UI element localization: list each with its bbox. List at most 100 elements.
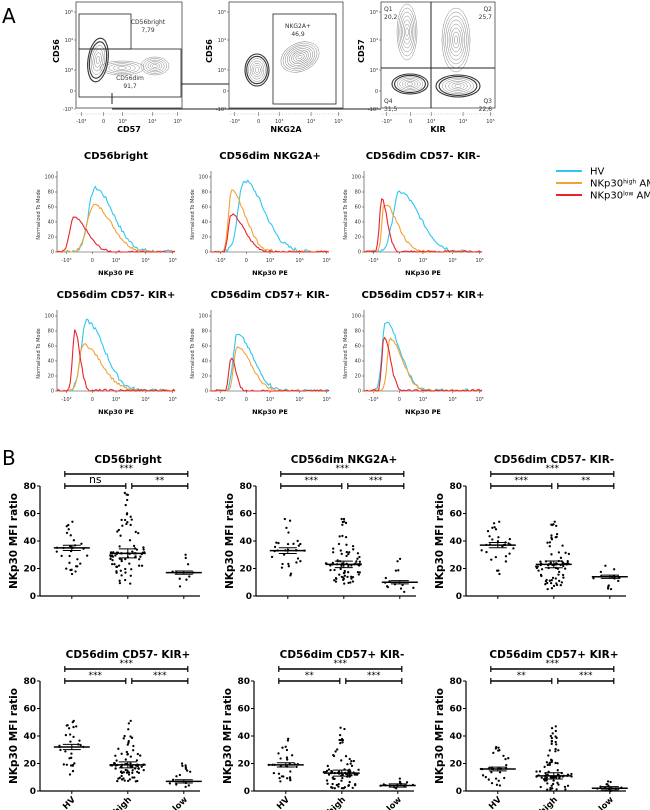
data-point bbox=[555, 788, 558, 791]
data-point bbox=[340, 759, 343, 762]
y-tick-label: 20 bbox=[449, 565, 462, 575]
data-point bbox=[333, 777, 336, 781]
y-tick-label: 40 bbox=[355, 359, 361, 365]
data-point bbox=[546, 541, 549, 544]
x-tick-label: 10³ bbox=[118, 119, 126, 125]
data-point bbox=[340, 779, 343, 782]
data-point bbox=[60, 554, 63, 558]
x-tick-label: 10⁴ bbox=[141, 397, 149, 403]
legend-label: NKp30low AML bbox=[590, 191, 650, 202]
data-point bbox=[70, 756, 73, 759]
data-point bbox=[139, 754, 142, 757]
data-point bbox=[555, 776, 558, 779]
data-point bbox=[292, 542, 295, 545]
x-axis-label: NKp30 PE bbox=[405, 408, 441, 416]
data-point bbox=[508, 537, 511, 541]
data-point bbox=[554, 725, 557, 728]
y-tick-label: 0 bbox=[223, 89, 226, 95]
y-tick-label: 80 bbox=[23, 482, 36, 492]
x-tick-label: 10³ bbox=[112, 258, 120, 264]
contour-line bbox=[280, 41, 320, 73]
data-point bbox=[397, 569, 400, 572]
y-tick-label: 10³ bbox=[65, 68, 73, 74]
data-point bbox=[349, 770, 352, 773]
y-tick-label: 100 bbox=[351, 175, 361, 181]
y-tick-label: 80 bbox=[23, 677, 36, 687]
data-point bbox=[115, 759, 118, 762]
contour-line bbox=[244, 53, 270, 87]
data-point bbox=[178, 773, 182, 777]
contour-line bbox=[145, 59, 165, 73]
data-point bbox=[186, 563, 190, 566]
data-point bbox=[79, 562, 82, 565]
data-point bbox=[539, 560, 542, 563]
x-tick-label: 0 bbox=[398, 258, 401, 264]
data-point bbox=[330, 786, 333, 789]
data-point bbox=[69, 545, 72, 548]
data-point bbox=[178, 585, 182, 588]
data-point bbox=[178, 577, 181, 580]
histogram-6: CD56dim CD57+ KIR+ 0 20 40 60 80 100 -10³ 0 10³ 10… bbox=[343, 290, 485, 416]
y-tick-label: 60 bbox=[48, 205, 54, 211]
data-point bbox=[556, 781, 559, 784]
data-point bbox=[607, 585, 610, 589]
data-point bbox=[71, 721, 74, 724]
histogram-1: CD56bright 0 20 40 60 80 100 -10³ 0 10³ 10⁴ 10⁵ NKp3… bbox=[36, 151, 177, 277]
nkp30-high-curve bbox=[211, 189, 329, 253]
gating-plot-1: 10⁵ 10⁴ 10³ 0 -10³-10³ 0 10³ 10⁴ 10⁵ CD57 CD56 CD56… bbox=[52, 1, 183, 134]
contour-line bbox=[289, 48, 311, 66]
data-point bbox=[117, 777, 120, 780]
contour-line bbox=[140, 56, 170, 76]
y-tick-label: 20 bbox=[239, 565, 252, 575]
data-point bbox=[494, 777, 498, 780]
y-axis-label: NKp30 MFI ratio bbox=[434, 493, 446, 589]
data-point bbox=[71, 520, 74, 523]
y-tick-label: 100 bbox=[351, 314, 361, 320]
data-point bbox=[142, 768, 145, 772]
contour-line bbox=[246, 55, 268, 85]
data-point bbox=[550, 553, 553, 556]
data-point bbox=[484, 775, 487, 779]
data-point bbox=[566, 784, 570, 787]
y-tick-label: 0 bbox=[205, 389, 208, 395]
nkp30-low-curve bbox=[211, 213, 330, 253]
data-point bbox=[127, 722, 131, 725]
data-point bbox=[549, 788, 552, 791]
contour-line bbox=[152, 64, 158, 68]
data-point bbox=[494, 555, 498, 559]
data-point bbox=[139, 555, 142, 558]
contour-line bbox=[248, 58, 266, 82]
x-tick-label: -10³ bbox=[382, 119, 392, 125]
data-point bbox=[126, 753, 129, 756]
contour-line bbox=[255, 67, 259, 73]
data-point bbox=[342, 787, 345, 790]
x-tick-label: 10⁴ bbox=[295, 397, 303, 403]
x-tick-label: 0 bbox=[245, 258, 248, 264]
x-axis-label: NKp30 PE bbox=[98, 408, 134, 416]
y-tick-label: 0 bbox=[456, 787, 462, 797]
x-tick-label: 0 bbox=[409, 119, 412, 125]
dotplot-title: CD56dim CD57+ KIR- bbox=[280, 649, 405, 661]
y-tick-label: 10⁴ bbox=[370, 38, 378, 44]
y-tick-label: 0 bbox=[358, 389, 361, 395]
data-point bbox=[540, 568, 544, 571]
y-axis-label: Normalized To Mode bbox=[190, 328, 196, 378]
data-point bbox=[138, 558, 141, 561]
y-tick-label: 0 bbox=[70, 89, 73, 95]
data-point bbox=[490, 781, 494, 785]
data-point bbox=[551, 576, 555, 580]
data-point bbox=[286, 739, 290, 742]
contour-line bbox=[391, 73, 429, 95]
sig-hv-low-label: *** bbox=[546, 659, 560, 669]
data-point bbox=[133, 776, 136, 779]
data-point bbox=[344, 535, 348, 539]
data-point bbox=[129, 719, 132, 723]
data-point bbox=[544, 583, 547, 586]
data-point bbox=[277, 752, 280, 755]
y-tick-label: 0 bbox=[456, 592, 462, 602]
data-point bbox=[171, 778, 175, 781]
data-point bbox=[540, 776, 543, 779]
quadrant-value: 31,5 bbox=[384, 106, 398, 113]
